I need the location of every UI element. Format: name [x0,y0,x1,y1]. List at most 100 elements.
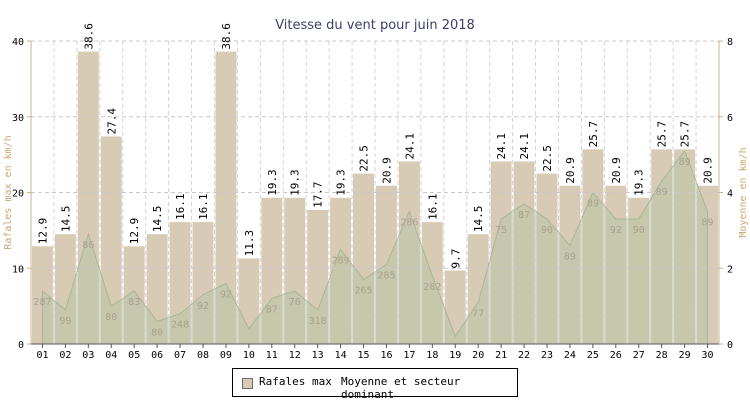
sector-label: 87 [266,305,278,316]
x-tick-label: 10 [243,350,255,361]
x-tick-label: 14 [335,350,347,361]
bar-value-label: 9.7 [449,249,462,269]
bar-value-label: 14.5 [472,206,485,233]
x-tick-label: 30 [702,350,714,361]
right-tick-label: 2 [727,264,733,275]
sector-label: 75 [495,225,507,236]
x-tick-label: 16 [380,350,392,361]
bar-value-label: 16.1 [197,194,210,221]
bar-value-label: 20.9 [380,157,393,184]
bar-value-label: 17.7 [312,181,325,208]
left-tick-label: 40 [12,37,24,48]
sector-label: 86 [82,240,94,251]
average-area [41,149,709,345]
bar-value-label: 16.1 [174,194,187,221]
x-tick-label: 28 [656,350,668,361]
right-tick-label: 0 [727,340,733,351]
x-tick-label: 21 [495,350,507,361]
x-tick-label: 13 [312,350,324,361]
left-tick-label: 0 [18,340,24,351]
bar-value-label: 25.7 [656,121,669,148]
sector-label: 83 [128,297,140,308]
legend: Rafales max Moyenne et secteur dominant [232,368,518,401]
sector-label: 89 [679,157,691,168]
y-axis-label-right: Moyenne en km/h [738,147,749,237]
bar-value-label: 24.1 [495,133,508,159]
bar-value-label: 19.3 [289,169,302,196]
x-tick-label: 12 [289,350,301,361]
x-tick-label: 08 [197,350,209,361]
x-tick-label: 04 [105,350,117,361]
x-tick-label: 24 [564,350,576,361]
bar-value-label: 19.3 [266,169,279,196]
sector-label: 248 [171,320,189,331]
sector-label: 285 [377,270,395,281]
sector-label: 90 [541,225,553,236]
x-tick-label: 02 [59,350,71,361]
bar-value-label: 20.9 [702,157,715,184]
bar-value-label: 12.9 [36,218,49,245]
left-tick-label: 30 [12,113,24,124]
legend-label-average: Moyenne et secteur dominant [341,375,461,401]
sector-label: 77 [472,308,484,319]
bar-value-label: 19.3 [633,169,646,196]
sector-label: 287 [33,297,51,308]
x-tick-label: 06 [151,350,163,361]
bar-value-label: 20.9 [564,157,577,184]
x-tick-label: 09 [220,350,232,361]
left-tick-label: 20 [12,189,24,200]
bar-value-label: 27.4 [105,108,118,135]
sector-label: 289 [332,255,350,266]
x-tick-label: 20 [472,350,484,361]
bar-value-label: 24.1 [518,133,531,160]
bar-value-label: 38.6 [220,23,233,50]
bar-value-label: 24.1 [403,133,416,160]
x-tick-label: 19 [449,350,461,361]
bar-value-label: 11.3 [243,230,256,257]
y-axis-label-left: Rafales max en km/h [3,135,14,249]
x-tick-label: 01 [36,350,48,361]
sector-label: 318 [309,316,327,327]
sector-label: 286 [400,217,418,228]
sector-label: 265 [355,286,373,297]
sector-label: 92 [610,225,622,236]
legend-label-gusts: Rafales max [259,375,332,388]
sector-label: 89 [656,187,668,198]
left-tick-label: 10 [12,264,24,275]
right-tick-label: 8 [727,37,733,48]
x-tick-label: 11 [266,350,278,361]
bar-value-label: 12.9 [128,218,141,245]
bar-value-label: 14.5 [59,206,72,233]
x-tick-label: 25 [587,350,599,361]
sector-label: 76 [289,297,301,308]
sector-label: 92 [197,301,209,312]
x-tick-label: 17 [403,350,415,361]
bar-value-label: 22.5 [541,145,554,172]
x-tick-label: 07 [174,350,186,361]
bar [215,51,237,344]
legend-swatch-gusts [242,378,253,389]
bar-value-label: 19.3 [335,169,348,196]
bar-value-label: 16.1 [426,194,439,221]
sector-label: 80 [105,312,117,323]
x-tick-label: 05 [128,350,140,361]
right-tick-label: 6 [727,113,733,124]
x-tick-label: 27 [633,350,645,361]
x-tick-label: 29 [679,350,691,361]
sector-label: 282 [423,282,441,293]
bar-value-label: 20.9 [610,157,623,184]
bar-value-label: 22.5 [358,145,371,172]
sector-label: 87 [518,210,530,221]
bar-value-label: 14.5 [151,206,164,233]
sector-label: 90 [633,225,645,236]
chart-title: Vitesse du vent pour juin 2018 [275,18,475,33]
x-tick-label: 18 [426,350,438,361]
x-tick-label: 26 [610,350,622,361]
x-tick-label: 22 [518,350,530,361]
sector-label: 89 [564,252,576,263]
sector-label: 89 [702,217,714,228]
x-tick-label: 23 [541,350,553,361]
right-tick-label: 4 [727,189,733,200]
sector-label: 92 [220,289,232,300]
